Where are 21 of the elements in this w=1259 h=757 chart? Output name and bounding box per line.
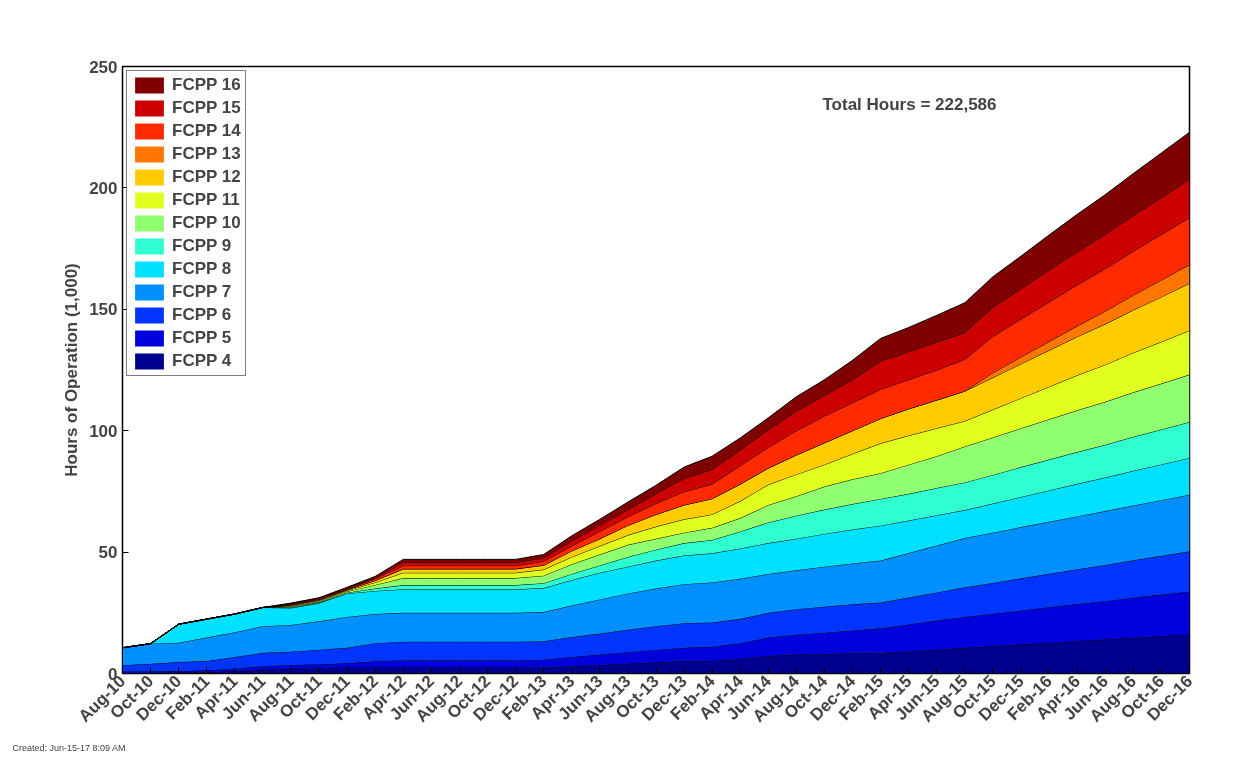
legend-label: FCPP 8 xyxy=(172,259,232,279)
legend-label: FCPP 14 xyxy=(172,121,241,141)
legend-label: FCPP 9 xyxy=(172,236,232,256)
annotation: Total Hours = 222,586 xyxy=(822,94,997,114)
y-tick-label: 50 xyxy=(98,543,118,563)
legend-label: FCPP 13 xyxy=(172,144,241,164)
y-axis-title: Hours of Operation (1,000) xyxy=(62,263,82,477)
y-tick-label: 150 xyxy=(89,300,118,320)
legend-label: FCPP 11 xyxy=(172,190,240,210)
y-tick-label: 250 xyxy=(89,57,118,77)
legend-label: FCPP 15 xyxy=(172,98,241,118)
legend-label: FCPP 7 xyxy=(172,282,232,302)
text: Created: Jun-15-17 8:09 AM xyxy=(12,742,126,753)
legend-label: FCPP 5 xyxy=(172,328,232,348)
legend-label: FCPP 4 xyxy=(172,351,232,371)
legend-label: FCPP 12 xyxy=(172,167,241,187)
legend-label: FCPP 16 xyxy=(172,75,241,95)
legend-label: FCPP 6 xyxy=(172,305,232,325)
y-tick-label: 200 xyxy=(89,178,118,198)
y-tick-label: 100 xyxy=(89,421,118,441)
legend-label: FCPP 10 xyxy=(172,213,241,233)
